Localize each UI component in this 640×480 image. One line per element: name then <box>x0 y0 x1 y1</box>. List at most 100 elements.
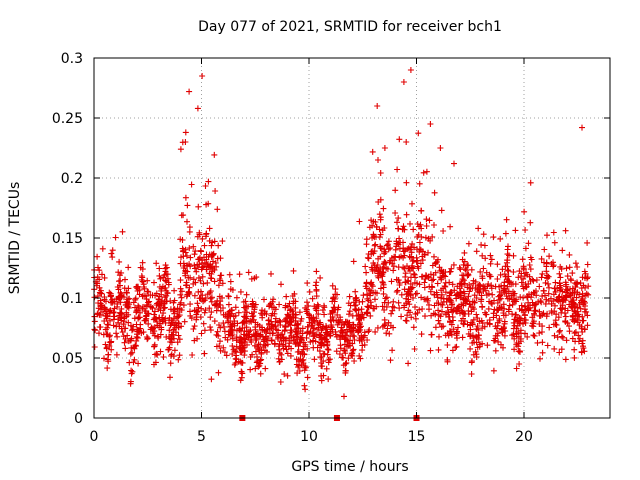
data-point <box>381 248 388 255</box>
data-point <box>419 306 426 312</box>
data-point <box>345 337 351 344</box>
data-point <box>449 347 456 354</box>
data-point <box>260 343 267 350</box>
data-point <box>126 295 133 302</box>
x-tick-label: 20 <box>515 429 533 445</box>
data-point <box>294 340 301 347</box>
data-point <box>227 278 234 285</box>
data-point <box>576 335 583 342</box>
data-point <box>198 330 205 337</box>
data-point <box>195 288 202 295</box>
data-point <box>398 291 405 298</box>
data-point <box>318 377 325 384</box>
data-point <box>561 310 568 317</box>
data-point <box>552 302 558 309</box>
data-point <box>403 139 410 145</box>
data-point <box>295 356 302 363</box>
data-point <box>438 301 445 308</box>
data-point <box>164 275 171 282</box>
data-point <box>329 326 336 333</box>
data-point <box>461 258 468 265</box>
data-point <box>585 283 592 290</box>
data-point <box>377 170 384 176</box>
data-point <box>425 274 432 281</box>
data-point <box>341 393 347 400</box>
data-point <box>110 316 117 323</box>
data-point <box>127 380 134 387</box>
data-point <box>372 289 379 296</box>
data-point <box>466 301 473 308</box>
data-point <box>229 331 236 338</box>
data-point <box>402 273 409 280</box>
data-point <box>348 351 355 358</box>
data-point <box>540 287 547 294</box>
data-point <box>182 194 189 201</box>
data-point <box>545 280 552 287</box>
data-point <box>541 259 547 266</box>
data-point <box>416 180 423 187</box>
data-point <box>232 312 239 319</box>
data-point <box>219 280 226 287</box>
data-point <box>559 302 566 309</box>
data-point <box>580 343 586 350</box>
data-point <box>208 309 215 316</box>
data-point <box>396 235 403 242</box>
x-axis-label: GPS time / hours <box>291 459 408 475</box>
data-point <box>159 316 166 323</box>
data-point <box>299 325 306 332</box>
data-point <box>153 260 160 267</box>
data-point <box>327 311 334 318</box>
data-point <box>295 343 302 350</box>
data-point <box>579 340 586 347</box>
data-point <box>473 339 480 346</box>
data-point <box>239 359 246 366</box>
data-point <box>341 347 348 354</box>
data-point <box>279 343 286 349</box>
data-point <box>312 282 319 289</box>
data-point <box>153 290 160 297</box>
data-point <box>135 327 142 333</box>
data-point <box>529 314 536 321</box>
data-point <box>198 248 205 255</box>
data-point <box>400 226 406 233</box>
data-point <box>121 285 128 292</box>
data-point <box>424 295 431 302</box>
data-point <box>426 306 432 313</box>
data-point <box>380 290 387 297</box>
data-point <box>342 360 349 367</box>
data-point <box>375 199 382 205</box>
data-point <box>469 340 476 346</box>
data-point <box>562 227 569 234</box>
data-point <box>105 358 112 365</box>
data-point <box>242 298 249 305</box>
data-point <box>583 308 590 315</box>
data-point <box>101 318 108 324</box>
data-point <box>332 286 339 293</box>
data-point <box>122 345 129 352</box>
data-point <box>411 271 418 278</box>
data-point <box>289 308 296 315</box>
data-point <box>552 279 559 286</box>
data-point <box>101 274 108 281</box>
data-point <box>531 333 538 339</box>
data-point <box>527 304 533 311</box>
data-point <box>320 372 327 379</box>
data-point <box>442 289 449 296</box>
data-point <box>98 302 105 309</box>
data-point <box>475 327 482 333</box>
data-point <box>97 297 104 304</box>
data-point <box>114 333 121 340</box>
data-point <box>404 312 411 319</box>
data-point <box>315 311 322 318</box>
data-point <box>135 314 142 321</box>
data-point <box>162 285 169 291</box>
data-point <box>229 321 236 328</box>
data-point <box>223 352 230 359</box>
data-point <box>130 299 137 306</box>
data-point <box>539 349 546 356</box>
data-point <box>557 263 564 270</box>
data-point <box>163 334 170 340</box>
data-point <box>109 296 115 303</box>
data-point <box>130 359 137 366</box>
data-point <box>407 246 414 253</box>
